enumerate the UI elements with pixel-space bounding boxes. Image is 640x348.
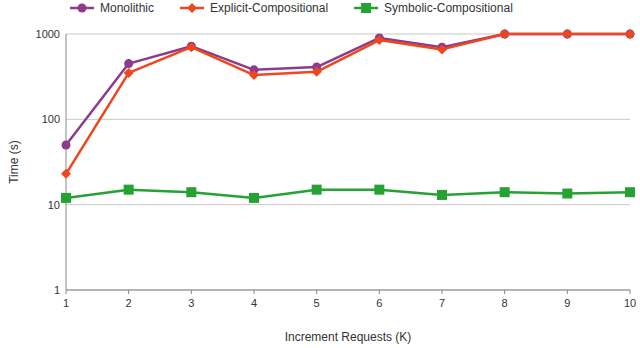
x-tick-label: 6 <box>376 297 382 309</box>
data-point <box>186 42 196 52</box>
data-point <box>500 30 509 39</box>
legend-label: Symbolic-Compositional <box>384 1 513 15</box>
x-tick <box>254 290 255 294</box>
x-tick-label: 5 <box>314 297 320 309</box>
data-point <box>312 185 322 195</box>
data-point <box>374 185 384 195</box>
y-tick-label: 10 <box>48 199 60 211</box>
chart-container: 1 10 100 1000 1 2 3 4 5 6 7 8 9 10 Increment Requests … <box>0 0 640 348</box>
x-tick <box>379 290 380 294</box>
chart-svg: 1 10 100 1000 1 2 3 4 5 6 7 8 9 10 Increment Requests … <box>0 0 640 348</box>
x-tick <box>66 290 67 294</box>
y-tick-label: 1 <box>54 284 60 296</box>
data-point <box>124 68 134 78</box>
x-tick <box>191 290 192 294</box>
x-tick-label: 8 <box>502 297 508 309</box>
data-point <box>61 193 71 203</box>
y-axis-label: Time (s) <box>7 140 21 184</box>
x-tick-label: 1 <box>63 297 69 309</box>
series-line <box>66 34 630 145</box>
x-tick-label: 2 <box>126 297 132 309</box>
x-tick-label: 10 <box>624 297 636 309</box>
data-point <box>374 35 384 45</box>
data-point <box>500 29 510 39</box>
y-tick-label: 100 <box>42 113 60 125</box>
y-tick-label: 1000 <box>36 28 60 40</box>
x-tick <box>442 290 443 294</box>
x-tick <box>567 290 568 294</box>
x-tick <box>630 290 631 294</box>
legend-marker <box>187 3 197 13</box>
data-point <box>437 190 447 200</box>
data-point <box>437 44 447 54</box>
x-tick <box>504 290 505 294</box>
legend-marker <box>78 4 87 13</box>
series-line <box>66 34 630 174</box>
y-axis <box>66 34 67 290</box>
grid-line <box>66 204 630 205</box>
data-point <box>562 29 572 39</box>
x-tick-label: 9 <box>564 297 570 309</box>
plot-area <box>61 29 635 203</box>
data-point <box>249 70 259 80</box>
x-tick <box>128 290 129 294</box>
data-point <box>312 67 322 77</box>
data-point <box>625 187 635 197</box>
grid-line <box>66 290 630 291</box>
x-axis <box>66 290 630 291</box>
grid-line <box>66 119 630 120</box>
data-point <box>249 193 259 203</box>
data-point <box>186 187 196 197</box>
x-tick-label: 3 <box>188 297 194 309</box>
x-tick-label: 4 <box>251 297 257 309</box>
data-point <box>500 187 510 197</box>
legend-marker <box>361 3 371 13</box>
x-axis-label: Increment Requests (K) <box>285 330 412 344</box>
legend-label: Explicit-Compositional <box>210 1 328 15</box>
x-tick <box>316 290 317 294</box>
series-line <box>66 190 630 198</box>
data-point <box>626 30 635 39</box>
legend: Monolithic Explicit-Compositional Symbolic… <box>70 1 513 15</box>
data-point <box>61 169 71 179</box>
data-point <box>562 189 572 199</box>
data-point <box>62 141 71 150</box>
data-point <box>124 59 133 68</box>
data-point <box>625 29 635 39</box>
x-tick-label: 7 <box>439 297 445 309</box>
legend-label: Monolithic <box>100 1 154 15</box>
data-point <box>563 30 572 39</box>
data-point <box>124 185 134 195</box>
